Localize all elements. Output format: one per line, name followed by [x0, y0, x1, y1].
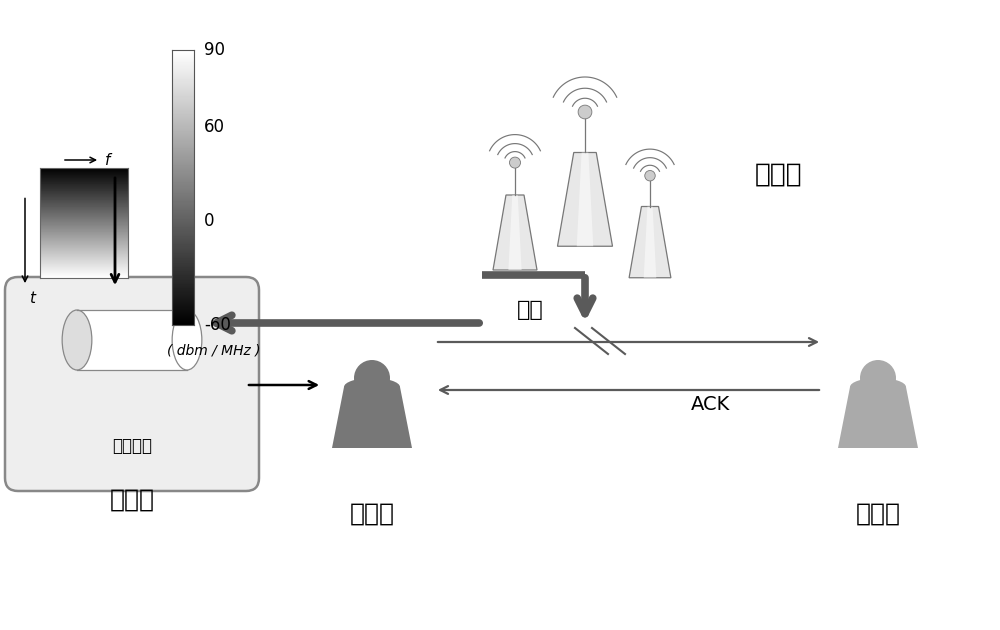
- Text: ACK: ACK: [690, 395, 730, 414]
- Bar: [77, 310, 187, 370]
- Text: 信号: 信号: [517, 300, 543, 320]
- Circle shape: [354, 360, 390, 396]
- Polygon shape: [577, 152, 593, 246]
- Polygon shape: [493, 195, 537, 270]
- Circle shape: [645, 171, 655, 181]
- Polygon shape: [557, 152, 612, 246]
- Text: 发射机: 发射机: [350, 502, 394, 526]
- Ellipse shape: [850, 378, 906, 396]
- Ellipse shape: [62, 310, 92, 370]
- Text: $t$: $t$: [29, 290, 37, 306]
- Polygon shape: [629, 207, 671, 278]
- FancyBboxPatch shape: [5, 277, 259, 491]
- Text: 60: 60: [204, 118, 225, 136]
- Polygon shape: [838, 387, 918, 448]
- Ellipse shape: [344, 378, 400, 396]
- Text: 90: 90: [204, 41, 225, 59]
- Text: 0: 0: [204, 212, 214, 229]
- Polygon shape: [644, 207, 656, 278]
- Text: 智能体: 智能体: [109, 488, 154, 512]
- Polygon shape: [508, 195, 522, 270]
- Text: -60: -60: [204, 316, 231, 334]
- Circle shape: [510, 157, 520, 168]
- Text: $f$: $f$: [104, 152, 113, 168]
- Circle shape: [860, 360, 896, 396]
- Ellipse shape: [172, 310, 202, 370]
- Text: 干扰机: 干扰机: [755, 162, 803, 188]
- Polygon shape: [332, 387, 412, 448]
- Circle shape: [578, 105, 592, 119]
- Text: ( dbm / MHz ): ( dbm / MHz ): [167, 343, 260, 357]
- Text: 频率选择: 频率选择: [112, 437, 152, 455]
- Text: 接收机: 接收机: [855, 502, 900, 526]
